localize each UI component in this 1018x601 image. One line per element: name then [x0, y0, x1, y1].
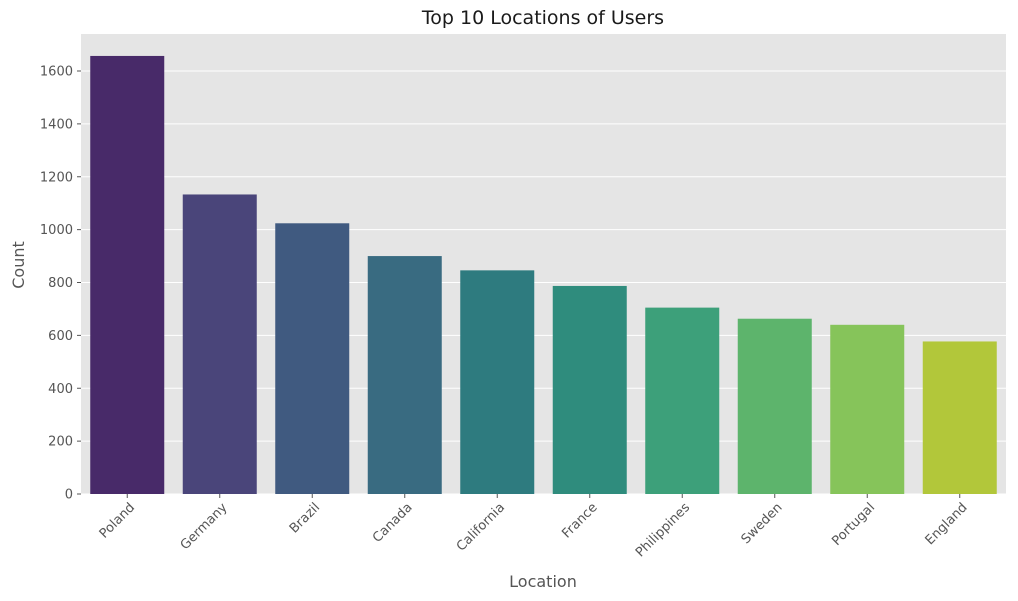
- x-tick-label: Germany: [178, 500, 231, 553]
- x-tick-label: England: [923, 500, 971, 548]
- bar-germany: [182, 194, 257, 495]
- bar-portugal: [830, 324, 905, 494]
- x-tick-label: Brazil: [287, 500, 323, 536]
- x-tick-label: Sweden: [739, 500, 786, 547]
- x-tick-label: Poland: [97, 500, 138, 541]
- bar-sweden: [737, 318, 812, 494]
- y-tick-label: 1000: [40, 223, 73, 238]
- y-tick-label: 200: [48, 435, 73, 450]
- y-tick-label: 1600: [40, 65, 73, 80]
- x-tick-label: Philippines: [633, 500, 693, 560]
- y-tick-label: 0: [65, 488, 73, 503]
- y-axis-ticks: 0 200 400 600 800 1000 1200 1400 1600: [40, 65, 81, 503]
- x-axis-ticks: Poland Germany Brazil Canada California Franc…: [97, 494, 971, 560]
- bar-canada: [367, 256, 442, 494]
- y-tick-label: 600: [48, 329, 73, 344]
- x-tick-label: France: [559, 500, 600, 541]
- bar-brazil: [275, 223, 350, 494]
- bar-england: [922, 341, 997, 494]
- y-tick-label: 400: [48, 382, 73, 397]
- y-tick-label: 800: [48, 276, 73, 291]
- x-axis-label: Location: [509, 572, 577, 591]
- y-axis-label: Count: [9, 241, 28, 289]
- bars: [90, 55, 997, 495]
- bar-france: [552, 285, 627, 494]
- x-tick-label: Portugal: [829, 500, 878, 549]
- bar-california: [460, 270, 535, 494]
- x-tick-label: California: [454, 500, 508, 554]
- bar-poland: [90, 55, 165, 494]
- x-tick-label: Canada: [370, 500, 416, 546]
- y-tick-label: 1200: [40, 170, 73, 185]
- y-tick-label: 1400: [40, 117, 73, 132]
- bar-philippines: [645, 307, 720, 494]
- chart-title: Top 10 Locations of Users: [421, 7, 664, 29]
